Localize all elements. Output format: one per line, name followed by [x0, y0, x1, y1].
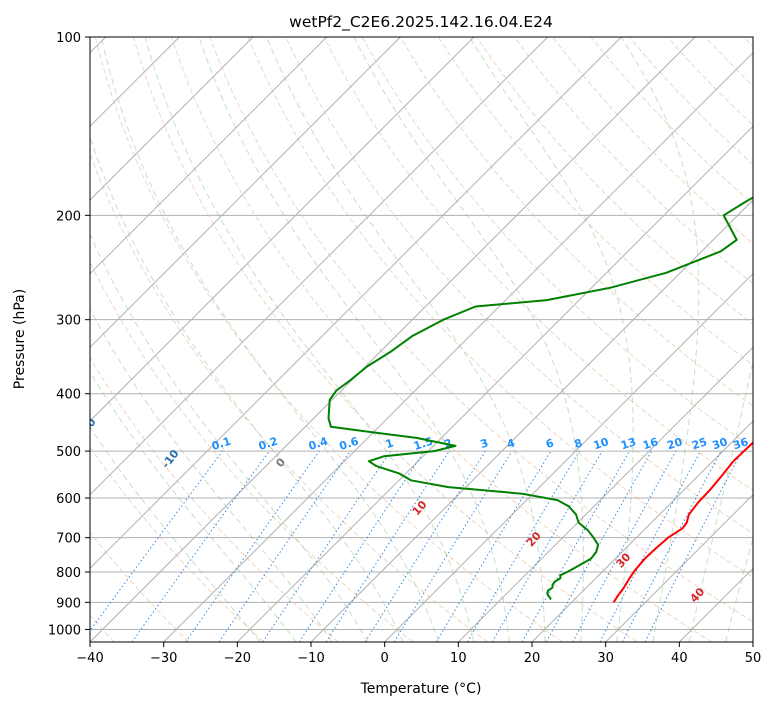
- x-tick-label: 20: [524, 651, 541, 666]
- isotherm-line: [753, 37, 775, 642]
- y-tick-label: 100: [56, 31, 81, 46]
- x-tick-label: 30: [597, 651, 614, 666]
- y-axis-label: Pressure (hPa): [12, 289, 28, 389]
- x-tick-label: −10: [297, 651, 324, 666]
- y-tick-label: 800: [56, 566, 81, 581]
- y-tick-label: 700: [56, 532, 81, 547]
- x-tick-label: 50: [745, 651, 762, 666]
- x-tick-label: 0: [381, 651, 389, 666]
- y-tick-label: 900: [56, 596, 81, 611]
- x-tick-label: −40: [76, 651, 103, 666]
- x-tick-label: −20: [224, 651, 251, 666]
- y-tick-label: 400: [56, 388, 81, 403]
- x-tick-label: 40: [671, 651, 688, 666]
- x-axis-label: Temperature (°C): [360, 681, 482, 697]
- y-tick-label: 600: [56, 492, 81, 507]
- y-tick-label: 500: [56, 445, 81, 460]
- y-tick-label: 200: [56, 209, 81, 224]
- y-tick-label: 1000: [48, 623, 81, 638]
- y-tick-label: 300: [56, 314, 81, 329]
- x-tick-label: 10: [450, 651, 467, 666]
- x-tick-label: −30: [150, 651, 177, 666]
- chart-title: wetPf2_C2E6.2025.142.16.04.E24: [289, 13, 553, 32]
